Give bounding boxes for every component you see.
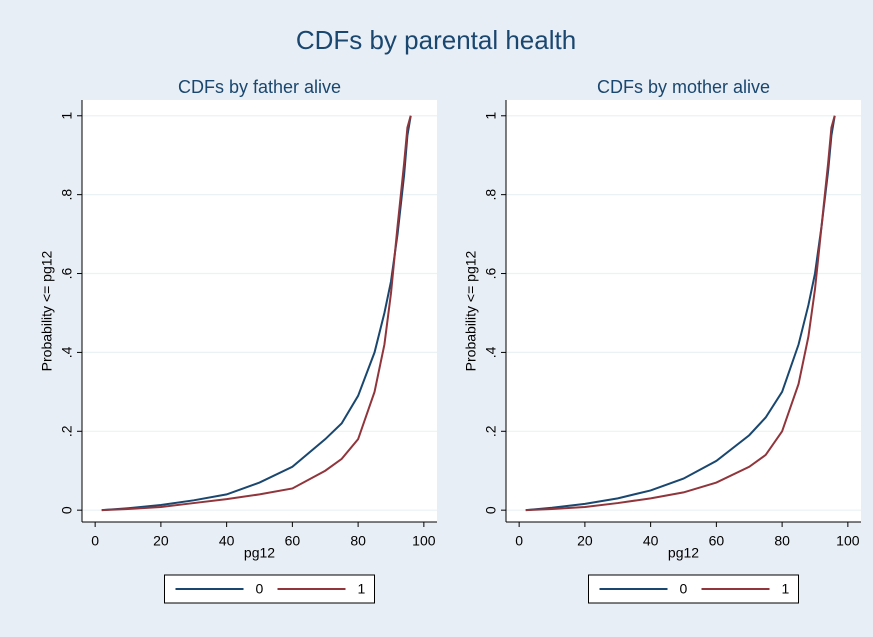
y-tick-label: .8 [483,189,499,201]
y-axis-label: Probability <= pg12 [463,250,479,371]
legend-label: 1 [782,581,790,597]
x-tick-label: 60 [709,533,725,549]
y-tick-label: .8 [59,189,75,201]
y-tick-label: 1 [59,112,75,120]
y-tick-label: 0 [59,506,75,514]
x-axis-label: pg12 [244,545,275,561]
y-tick-label: .4 [59,346,75,358]
x-axis-label: pg12 [668,545,699,561]
y-axis-label: Probability <= pg12 [39,250,55,371]
legend-label: 0 [256,581,264,597]
y-tick-label: 1 [483,112,499,120]
y-tick-label: .6 [483,267,499,279]
legend-label: 0 [680,581,688,597]
x-tick-label: 20 [577,533,593,549]
x-tick-label: 100 [836,533,860,549]
series-line [101,115,412,512]
x-tick-label: 0 [91,533,99,549]
x-tick-label: 20 [153,533,169,549]
y-tick-label: .2 [59,425,75,437]
y-tick-label: .4 [483,346,499,358]
y-tick-label: .6 [59,267,75,279]
plot-area [506,100,861,522]
x-tick-label: 60 [285,533,301,549]
x-tick-label: 0 [515,533,523,549]
x-tick-label: 80 [774,533,790,549]
y-tick-label: 0 [483,506,499,514]
subplot-title: CDFs by father alive [178,77,341,97]
chart-title: CDFs by parental health [296,25,576,55]
y-tick-label: .2 [483,425,499,437]
plot-area [82,100,437,522]
legend-label: 1 [358,581,366,597]
x-tick-label: 40 [643,533,659,549]
x-tick-label: 40 [219,533,235,549]
series-line [525,115,836,512]
x-tick-label: 80 [350,533,366,549]
x-tick-label: 100 [412,533,436,549]
subplot-title: CDFs by mother alive [597,77,770,97]
